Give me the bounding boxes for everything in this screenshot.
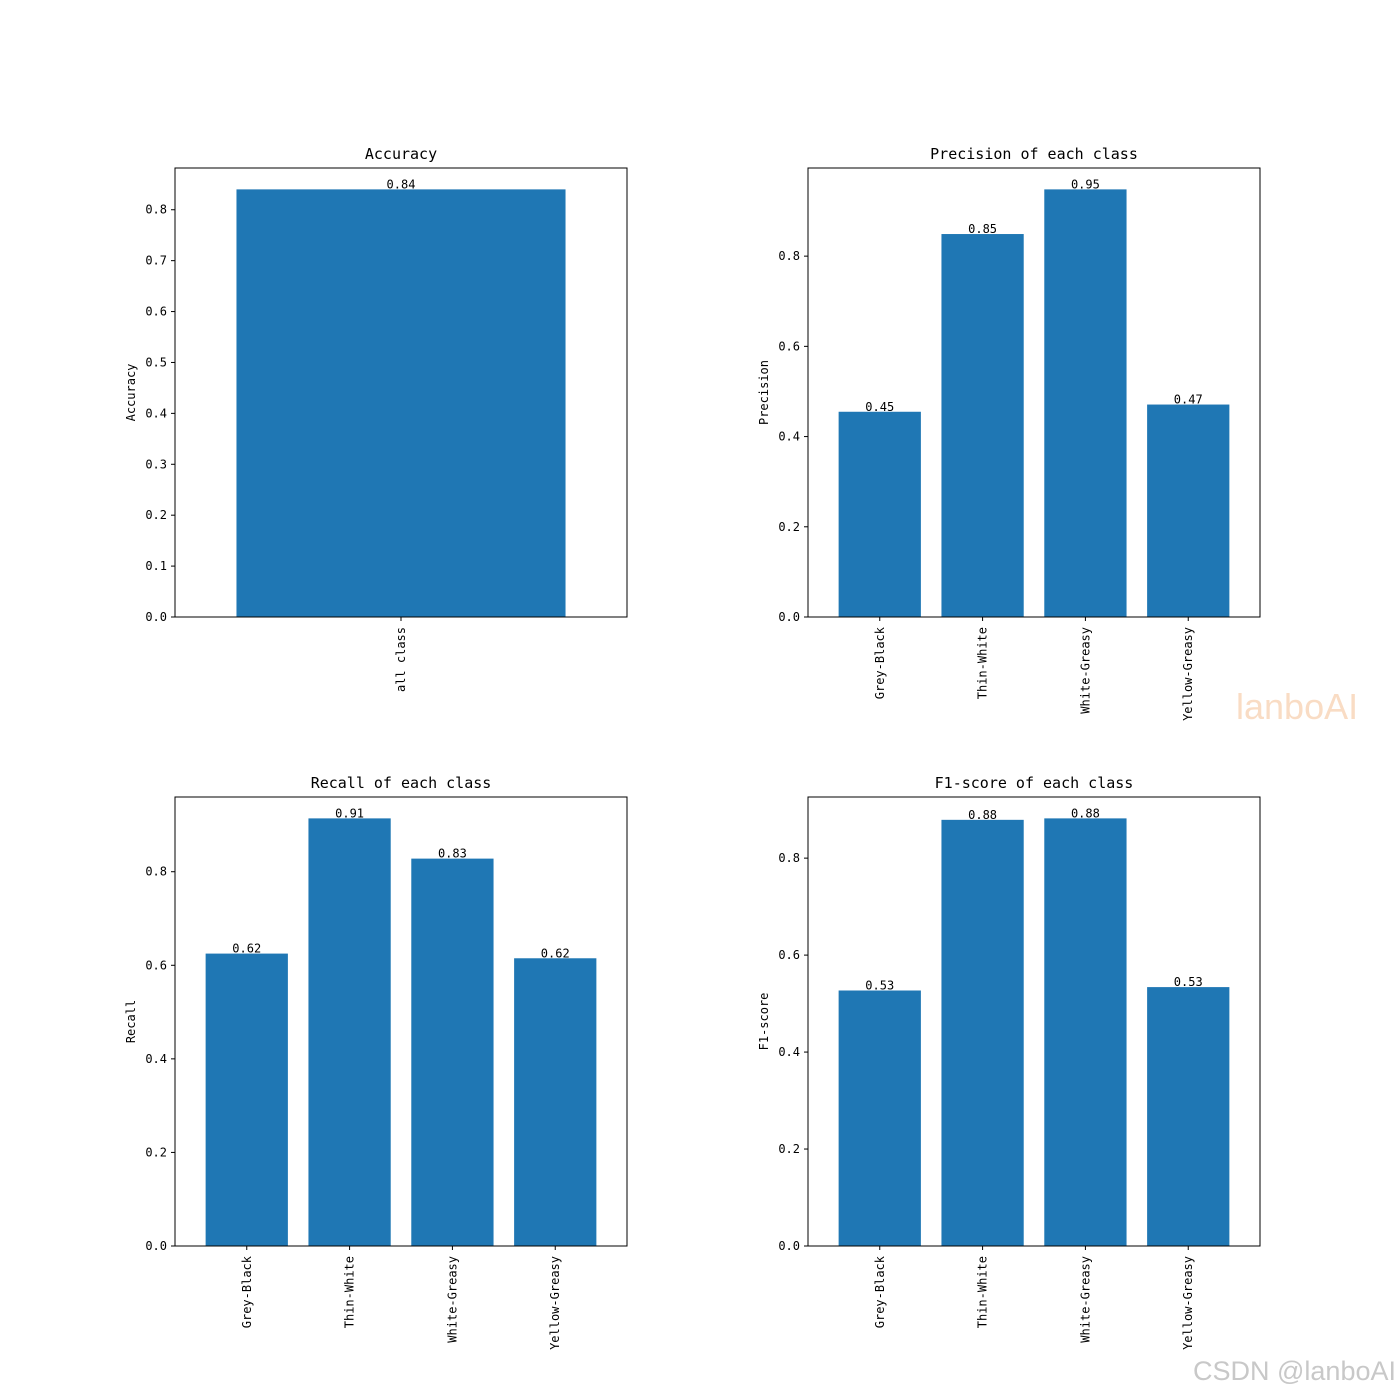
bar-1 — [236, 189, 566, 617]
y-tick-label: 0.2 — [145, 1145, 167, 1159]
y-tick-label: 0.7 — [145, 254, 167, 268]
y-tick-label: 0.2 — [145, 508, 167, 522]
y-tick-label: 0.8 — [145, 203, 167, 217]
chart-2: Precision of each class Precision 0.45 Grey… — [757, 145, 1261, 721]
plot-frame — [807, 167, 1261, 618]
y-axis-label: Precision — [757, 360, 771, 425]
y-tick-label: 0.6 — [145, 305, 167, 319]
y-tick-label: 0.6 — [778, 339, 800, 353]
bar-3 — [411, 858, 494, 1246]
y-tick-label: 0.0 — [778, 610, 800, 624]
x-tick-label: Grey-Black — [240, 1255, 254, 1328]
x-tick-label: Yellow-Greasy — [548, 1256, 562, 1350]
chart-1: Accuracy Accuracy 0.84 all class 0.0 0.1 0.2 0.… — [124, 145, 628, 692]
bar-2 — [308, 818, 391, 1246]
bar-1 — [838, 411, 921, 617]
y-tick-label: 0.2 — [778, 1142, 800, 1156]
x-tick-label: Grey-Black — [873, 1255, 887, 1328]
bar-value-label: 0.84 — [387, 177, 416, 191]
bar-value-label: 0.45 — [865, 400, 894, 414]
y-tick-label: 0.4 — [145, 1052, 167, 1066]
x-tick-label: Thin-White — [976, 1256, 990, 1328]
plot-frame — [174, 167, 628, 618]
bar-value-label: 0.53 — [1174, 975, 1203, 989]
y-axis-label: F1-score — [757, 993, 771, 1051]
plot-frame — [174, 796, 628, 1247]
bar-value-label: 0.62 — [541, 946, 570, 960]
bar-value-label: 0.95 — [1071, 177, 1100, 191]
chart-4: F1-score of each class F1-score 0.53 Grey-B… — [757, 774, 1261, 1350]
y-tick-label: 0.6 — [778, 948, 800, 962]
bar-value-label: 0.85 — [968, 222, 997, 236]
bar-2 — [941, 819, 1024, 1246]
bar-value-label: 0.88 — [1071, 806, 1100, 820]
bar-4 — [514, 958, 597, 1246]
x-tick-label: White-Greasy — [1078, 1256, 1092, 1343]
bar-value-label: 0.62 — [232, 942, 261, 956]
plot-frame — [807, 796, 1261, 1247]
y-tick-label: 0.4 — [778, 430, 800, 444]
y-tick-label: 0.8 — [778, 851, 800, 865]
y-tick-label: 0.0 — [145, 1239, 167, 1253]
x-tick-label: White-Greasy — [1078, 627, 1092, 714]
y-tick-label: 0.4 — [778, 1045, 800, 1059]
y-tick-label: 0.4 — [145, 406, 167, 420]
chart-title: Precision of each class — [930, 145, 1138, 163]
watermark-mid: lanboAI — [1236, 686, 1359, 727]
chart-title: Recall of each class — [311, 774, 492, 792]
y-tick-label: 0.0 — [778, 1239, 800, 1253]
chart-title: Accuracy — [365, 145, 437, 163]
bar-value-label: 0.83 — [438, 847, 467, 861]
bar-3 — [1044, 189, 1127, 617]
watermark-bottom: CSDN @lanboAI — [1193, 1356, 1396, 1386]
y-tick-label: 0.6 — [145, 958, 167, 972]
x-tick-label: Thin-White — [343, 1256, 357, 1328]
bar-2 — [941, 234, 1024, 618]
bar-1 — [205, 953, 288, 1246]
bar-4 — [1147, 404, 1230, 617]
bar-1 — [838, 990, 921, 1246]
bar-value-label: 0.88 — [968, 808, 997, 822]
x-tick-label: all class — [394, 627, 408, 692]
x-tick-label: Thin-White — [976, 627, 990, 699]
chart-title: F1-score of each class — [935, 774, 1134, 792]
bar-value-label: 0.53 — [865, 978, 894, 992]
y-axis-label: Accuracy — [124, 364, 138, 422]
y-tick-label: 0.1 — [145, 559, 167, 573]
y-axis-label: Recall — [124, 1000, 138, 1043]
x-tick-label: Yellow-Greasy — [1181, 1256, 1195, 1350]
y-tick-label: 0.8 — [145, 865, 167, 879]
x-tick-label: Yellow-Greasy — [1181, 627, 1195, 721]
x-tick-label: Grey-Black — [873, 626, 887, 699]
bar-4 — [1147, 987, 1230, 1246]
bar-value-label: 0.47 — [1174, 393, 1203, 407]
chart-3: Recall of each class Recall 0.62 Grey-Black… — [124, 774, 628, 1350]
y-tick-label: 0.8 — [778, 249, 800, 263]
bar-value-label: 0.91 — [335, 806, 364, 820]
y-tick-label: 0.3 — [145, 457, 167, 471]
y-tick-label: 0.0 — [145, 610, 167, 624]
y-tick-label: 0.5 — [145, 355, 167, 369]
y-tick-label: 0.2 — [778, 520, 800, 534]
bar-3 — [1044, 818, 1127, 1246]
x-tick-label: White-Greasy — [445, 1256, 459, 1343]
